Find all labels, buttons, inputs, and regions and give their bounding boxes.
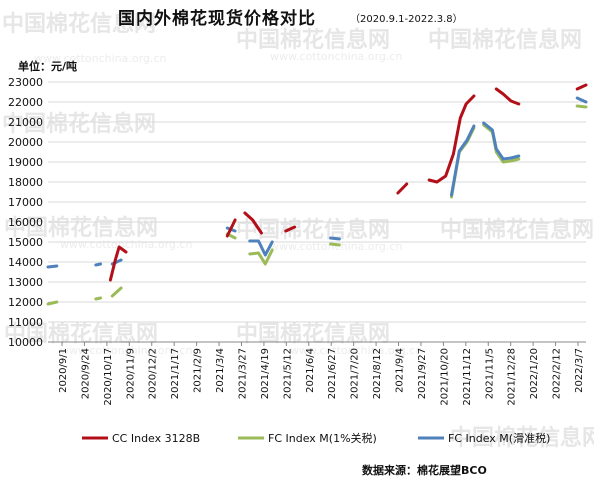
gridlines — [48, 81, 586, 343]
y-axis-ticks: 10000 11000 12000 13000 14000 15000 16000 17000… — [8, 76, 43, 349]
x-tick-label: 2021/3/4 — [215, 348, 226, 393]
x-tick-label: 2021/9/4 — [395, 348, 406, 393]
y-tick-label: 17000 — [8, 196, 43, 209]
x-tick-label: 2020/10/17 — [103, 348, 114, 406]
x-tick-label: 2021/10/20 — [439, 348, 450, 406]
data-source-note: 数据来源：棉花展望BCO — [362, 464, 487, 477]
x-tick-label: 2021/7/20 — [350, 348, 361, 399]
y-tick-label: 23000 — [8, 76, 43, 89]
chart-subtitle: （2020.9.1-2022.3.8） — [350, 14, 463, 25]
x-tick-label: 2020/11/9 — [125, 348, 136, 399]
y-tick-label: 15000 — [8, 236, 43, 249]
x-tick-label: 2022/1/20 — [529, 348, 540, 399]
y-axis-unit-label: 单位：元/吨 — [18, 60, 78, 73]
y-tick-label: 22000 — [8, 96, 43, 109]
chart-title-text: 国内外棉花现货价格对比 — [118, 9, 316, 29]
x-tick-label: 2020/12/2 — [148, 348, 159, 399]
x-tick-label: 2021/11/5 — [484, 348, 495, 399]
y-tick-label: 14000 — [8, 256, 43, 269]
chart-title: 国内外棉花现货价格对比 — [118, 4, 316, 29]
x-tick-label: 2020/9/1 — [58, 348, 69, 393]
y-tick-label: 13000 — [8, 276, 43, 289]
x-tick-label: 2021/4/19 — [260, 348, 271, 399]
legend-label: FC Index M(1%关税) — [268, 431, 377, 445]
y-tick-label: 10000 — [8, 336, 43, 349]
y-tick-label: 21000 — [8, 116, 43, 129]
x-tick-label: 2020/9/24 — [80, 348, 91, 399]
x-tick-label: 2022/3/7 — [574, 348, 585, 393]
legend: CC Index 3128B FC Index M(1%关税) FC Index M… — [82, 431, 550, 445]
legend-label: CC Index 3128B — [112, 432, 200, 445]
series-lines — [46, 83, 588, 306]
y-tick-label: 20000 — [8, 136, 43, 149]
x-tick-label: 2021/6/4 — [305, 348, 316, 393]
x-tick-label: 2022/2/12 — [552, 348, 563, 399]
legend-label: FC Index M(滑准税) — [448, 431, 550, 445]
x-tick-label: 2021/6/27 — [327, 348, 338, 399]
x-tick-label: 2021/3/27 — [237, 348, 248, 399]
y-tick-label: 12000 — [8, 296, 43, 309]
x-tick-label: 2021/8/12 — [372, 348, 383, 399]
y-tick-label: 19000 — [8, 156, 43, 169]
series-line-1 — [46, 104, 588, 306]
x-tick-label: 2021/2/9 — [193, 348, 204, 393]
x-axis-ticks: 2020/9/1 2020/9/24 2020/10/17 2020/11/9 2020… — [58, 342, 585, 406]
x-tick-label: 2021/1/17 — [170, 348, 181, 399]
x-tick-label: 2021/5/12 — [282, 348, 293, 399]
x-tick-label: 2021/12/28 — [507, 348, 518, 406]
series-line-0 — [108, 83, 588, 282]
x-tick-label: 2021/9/27 — [417, 348, 428, 399]
y-tick-label: 18000 — [8, 176, 43, 189]
y-tick-label: 11000 — [8, 316, 43, 329]
y-tick-label: 16000 — [8, 216, 43, 229]
x-tick-label: 2021/11/12 — [462, 348, 473, 406]
